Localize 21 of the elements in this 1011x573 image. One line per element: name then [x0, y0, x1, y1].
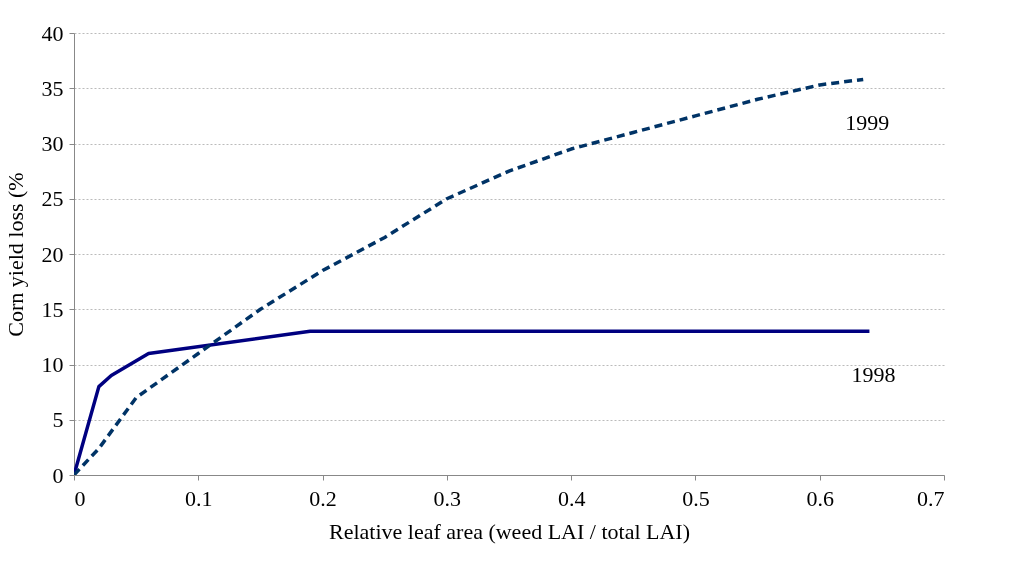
y-tick-label: 40	[41, 20, 64, 46]
y-tick-label: 25	[41, 186, 64, 212]
x-tick-label: 0.5	[682, 485, 710, 511]
x-tick-label: 0.6	[806, 485, 834, 511]
x-tick-label: 0	[74, 485, 86, 511]
y-tick-label: 20	[41, 241, 64, 267]
y-tick-label: 0	[52, 462, 64, 488]
x-tick-label: 0.1	[185, 485, 213, 511]
x-axis-title: Relative leaf area (weed LAI / total LAI)	[329, 518, 690, 544]
x-tick-label: 0.2	[309, 485, 337, 511]
x-tick-label: 0.3	[433, 485, 462, 511]
x-tick-label: 0.7	[917, 485, 945, 511]
series-label: 1998	[851, 362, 896, 388]
y-tick-label: 30	[41, 131, 64, 156]
y-axis-title: Corn yield loss (%	[2, 172, 28, 337]
y-tick-label: 5	[52, 407, 64, 433]
y-tick-label: 35	[41, 75, 64, 101]
y-tick-label: 15	[41, 296, 64, 322]
y-tick-label: 10	[41, 352, 64, 377]
series-label: 1999	[845, 110, 890, 136]
x-tick-label: 0.4	[557, 485, 586, 511]
